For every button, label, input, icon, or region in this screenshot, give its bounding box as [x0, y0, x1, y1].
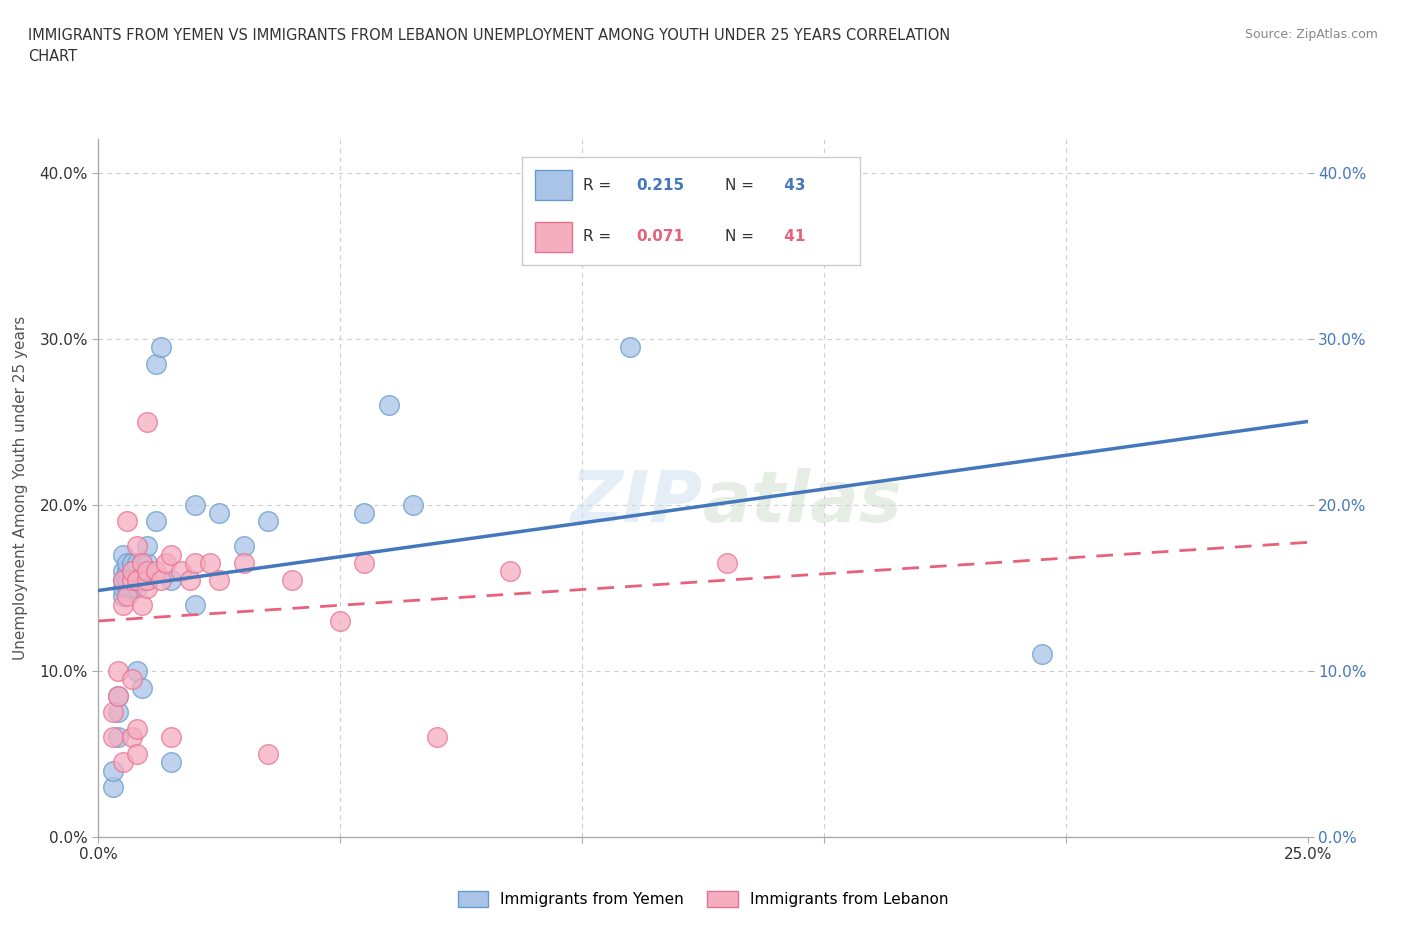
Point	[117, 589, 139, 604]
Point	[135, 572, 157, 587]
Point	[353, 555, 375, 570]
Point	[135, 415, 157, 430]
Point	[232, 539, 254, 554]
Point	[135, 580, 157, 595]
Point	[117, 555, 139, 570]
Point	[107, 663, 129, 678]
Point	[107, 730, 129, 745]
Point	[150, 339, 173, 354]
Point	[101, 764, 124, 778]
Point	[619, 339, 641, 354]
Point	[121, 572, 143, 587]
Text: IMMIGRANTS FROM YEMEN VS IMMIGRANTS FROM LEBANON UNEMPLOYMENT AMONG YOUTH UNDER : IMMIGRANTS FROM YEMEN VS IMMIGRANTS FROM…	[28, 28, 950, 64]
Point	[160, 755, 183, 770]
Point	[111, 564, 134, 578]
Point	[160, 547, 183, 562]
Text: Source: ZipAtlas.com: Source: ZipAtlas.com	[1244, 28, 1378, 41]
Point	[402, 498, 425, 512]
Point	[160, 730, 183, 745]
Point	[107, 688, 129, 703]
Point	[131, 680, 153, 695]
Point	[111, 572, 134, 587]
Point	[135, 555, 157, 570]
Point	[121, 564, 143, 578]
Point	[121, 730, 143, 745]
Legend: Immigrants from Yemen, Immigrants from Lebanon: Immigrants from Yemen, Immigrants from L…	[451, 884, 955, 913]
Point	[107, 688, 129, 703]
Point	[101, 730, 124, 745]
Point	[117, 580, 139, 595]
Point	[121, 580, 143, 595]
Point	[426, 730, 449, 745]
Point	[135, 572, 157, 587]
Point	[121, 564, 143, 578]
Point	[111, 547, 134, 562]
Point	[127, 572, 149, 587]
Point	[232, 555, 254, 570]
Point	[145, 564, 167, 578]
Point	[716, 555, 738, 570]
Point	[184, 498, 207, 512]
Point	[281, 572, 304, 587]
Point	[160, 572, 183, 587]
Point	[256, 747, 278, 762]
Point	[135, 564, 157, 578]
Point	[198, 555, 221, 570]
Point	[121, 671, 143, 686]
Point	[117, 564, 139, 578]
Point	[111, 580, 134, 595]
Point	[127, 555, 149, 570]
Point	[127, 663, 149, 678]
Point	[184, 597, 207, 612]
Point	[150, 572, 173, 587]
Point	[184, 555, 207, 570]
Point	[498, 564, 520, 578]
Point	[127, 747, 149, 762]
Text: ZIP: ZIP	[571, 468, 703, 537]
Point	[107, 705, 129, 720]
Point	[135, 539, 157, 554]
Point	[111, 589, 134, 604]
Point	[127, 722, 149, 737]
Point	[117, 572, 139, 587]
Point	[377, 398, 399, 413]
Point	[101, 705, 124, 720]
Point	[111, 755, 134, 770]
Y-axis label: Unemployment Among Youth under 25 years: Unemployment Among Youth under 25 years	[14, 316, 28, 660]
Point	[131, 555, 153, 570]
Point	[1031, 647, 1053, 662]
Point	[208, 506, 231, 521]
Point	[101, 779, 124, 794]
Point	[121, 555, 143, 570]
Point	[111, 572, 134, 587]
Point	[131, 555, 153, 570]
Point	[127, 580, 149, 595]
Point	[145, 356, 167, 371]
Point	[179, 572, 201, 587]
Point	[145, 514, 167, 529]
Point	[117, 514, 139, 529]
Point	[127, 572, 149, 587]
Point	[111, 597, 134, 612]
Point	[155, 555, 177, 570]
Point	[169, 564, 191, 578]
Point	[208, 572, 231, 587]
Point	[121, 572, 143, 587]
Point	[131, 572, 153, 587]
Point	[353, 506, 375, 521]
Point	[256, 514, 278, 529]
Text: atlas: atlas	[703, 468, 903, 537]
Point	[329, 614, 352, 629]
Point	[127, 539, 149, 554]
Point	[131, 597, 153, 612]
